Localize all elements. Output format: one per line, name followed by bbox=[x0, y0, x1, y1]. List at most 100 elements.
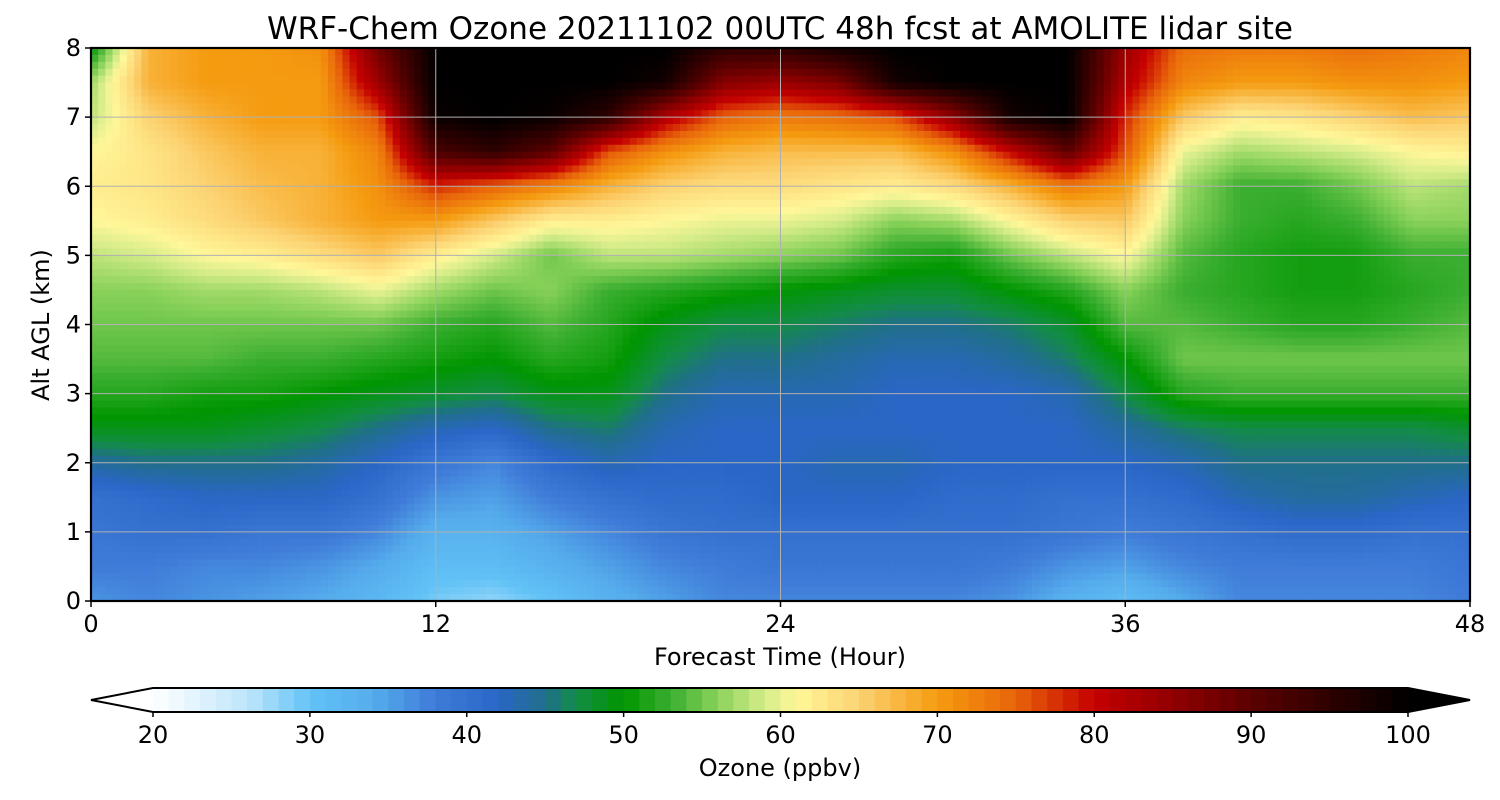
heatmap-cell bbox=[716, 131, 724, 139]
heatmap-cell bbox=[1247, 89, 1255, 97]
heatmap-cell bbox=[414, 83, 422, 91]
heatmap-cell bbox=[1398, 186, 1406, 194]
heatmap-cell bbox=[917, 221, 925, 229]
heatmap-cell bbox=[536, 152, 544, 160]
heatmap-cell bbox=[342, 103, 350, 111]
heatmap-cell bbox=[996, 166, 1004, 174]
heatmap-cell bbox=[852, 69, 860, 77]
heatmap-cell bbox=[321, 89, 329, 97]
heatmap-cell bbox=[996, 186, 1004, 194]
heatmap-cell bbox=[637, 83, 645, 91]
heatmap-cell bbox=[737, 117, 745, 125]
heatmap-cell bbox=[1434, 152, 1442, 160]
heatmap-cell bbox=[960, 117, 968, 125]
heatmap-cell bbox=[1089, 152, 1097, 160]
heatmap-cell bbox=[148, 200, 156, 208]
heatmap-cell bbox=[335, 207, 343, 215]
heatmap-cell bbox=[1032, 152, 1040, 160]
heatmap-cell bbox=[192, 124, 200, 132]
heatmap-cell bbox=[1369, 110, 1377, 118]
heatmap-cell bbox=[127, 200, 135, 208]
heatmap-cell bbox=[464, 193, 472, 201]
heatmap-cell bbox=[1262, 193, 1270, 201]
heatmap-cell bbox=[1219, 131, 1227, 139]
heatmap-cell bbox=[1204, 179, 1212, 187]
heatmap-cell bbox=[1226, 207, 1234, 215]
heatmap-cell bbox=[723, 214, 731, 222]
heatmap-cell bbox=[687, 166, 695, 174]
heatmap-cell bbox=[1154, 117, 1162, 125]
heatmap-cell bbox=[249, 83, 257, 91]
heatmap-cell bbox=[393, 166, 401, 174]
heatmap-cell bbox=[177, 179, 185, 187]
heatmap-cell bbox=[127, 110, 135, 118]
heatmap-cell bbox=[342, 221, 350, 229]
heatmap-cell bbox=[1377, 89, 1385, 97]
heatmap-cell bbox=[486, 124, 494, 132]
heatmap-cell bbox=[1132, 89, 1140, 97]
heatmap-cell bbox=[651, 103, 659, 111]
heatmap-cell bbox=[745, 62, 753, 70]
heatmap-cell bbox=[860, 221, 868, 229]
heatmap-cell bbox=[723, 76, 731, 84]
heatmap-cell bbox=[1025, 124, 1033, 132]
heatmap-cell bbox=[1405, 166, 1413, 174]
heatmap-cell bbox=[1025, 186, 1033, 194]
heatmap-cell bbox=[328, 159, 336, 167]
heatmap-cell bbox=[1362, 166, 1370, 174]
heatmap-cell bbox=[1211, 214, 1219, 222]
heatmap-cell bbox=[299, 186, 307, 194]
heatmap-cell bbox=[1025, 172, 1033, 180]
heatmap-cell bbox=[989, 145, 997, 153]
heatmap-cell bbox=[1183, 48, 1191, 56]
heatmap-cell bbox=[838, 159, 846, 167]
heatmap-cell bbox=[314, 55, 322, 63]
heatmap-cell bbox=[242, 124, 250, 132]
heatmap-cell bbox=[781, 152, 789, 160]
heatmap-cell bbox=[874, 166, 882, 174]
heatmap-cell bbox=[220, 83, 228, 91]
heatmap-cell bbox=[903, 207, 911, 215]
heatmap-cell bbox=[335, 172, 343, 180]
heatmap-cell bbox=[170, 69, 178, 77]
heatmap-cell bbox=[673, 83, 681, 91]
heatmap-cell bbox=[486, 193, 494, 201]
heatmap-cell bbox=[1176, 159, 1184, 167]
heatmap-cell bbox=[472, 96, 480, 104]
heatmap-cell bbox=[1068, 214, 1076, 222]
heatmap-cell bbox=[285, 117, 293, 125]
heatmap-cell bbox=[1190, 110, 1198, 118]
heatmap-cell bbox=[587, 96, 595, 104]
heatmap-cell bbox=[177, 55, 185, 63]
heatmap-cell bbox=[170, 103, 178, 111]
heatmap-cell bbox=[335, 110, 343, 118]
heatmap-cell bbox=[816, 124, 824, 132]
heatmap-cell bbox=[788, 62, 796, 70]
heatmap-cell bbox=[709, 179, 717, 187]
heatmap-cell bbox=[615, 207, 623, 215]
heatmap-cell bbox=[1053, 186, 1061, 194]
heatmap-cell bbox=[120, 193, 128, 201]
heatmap-cell bbox=[953, 131, 961, 139]
heatmap-cell bbox=[939, 124, 947, 132]
heatmap-cell bbox=[400, 69, 408, 77]
heatmap-cell bbox=[1441, 103, 1449, 111]
heatmap-cell bbox=[342, 131, 350, 139]
heatmap-cell bbox=[1118, 55, 1126, 63]
heatmap-cell bbox=[1326, 110, 1334, 118]
heatmap-cell bbox=[1456, 200, 1464, 208]
heatmap-cell bbox=[385, 152, 393, 160]
heatmap-cell bbox=[479, 117, 487, 125]
heatmap-cell bbox=[1255, 124, 1263, 132]
heatmap-cell bbox=[831, 89, 839, 97]
heatmap-cell bbox=[594, 55, 602, 63]
heatmap-cell bbox=[745, 55, 753, 63]
heatmap-cell bbox=[1132, 131, 1140, 139]
heatmap-cell bbox=[565, 166, 573, 174]
heatmap-cell bbox=[271, 103, 279, 111]
heatmap-cell bbox=[364, 103, 372, 111]
heatmap-cell bbox=[824, 69, 832, 77]
heatmap-cell bbox=[472, 172, 480, 180]
heatmap-cell bbox=[213, 69, 221, 77]
heatmap-cell bbox=[536, 110, 544, 118]
